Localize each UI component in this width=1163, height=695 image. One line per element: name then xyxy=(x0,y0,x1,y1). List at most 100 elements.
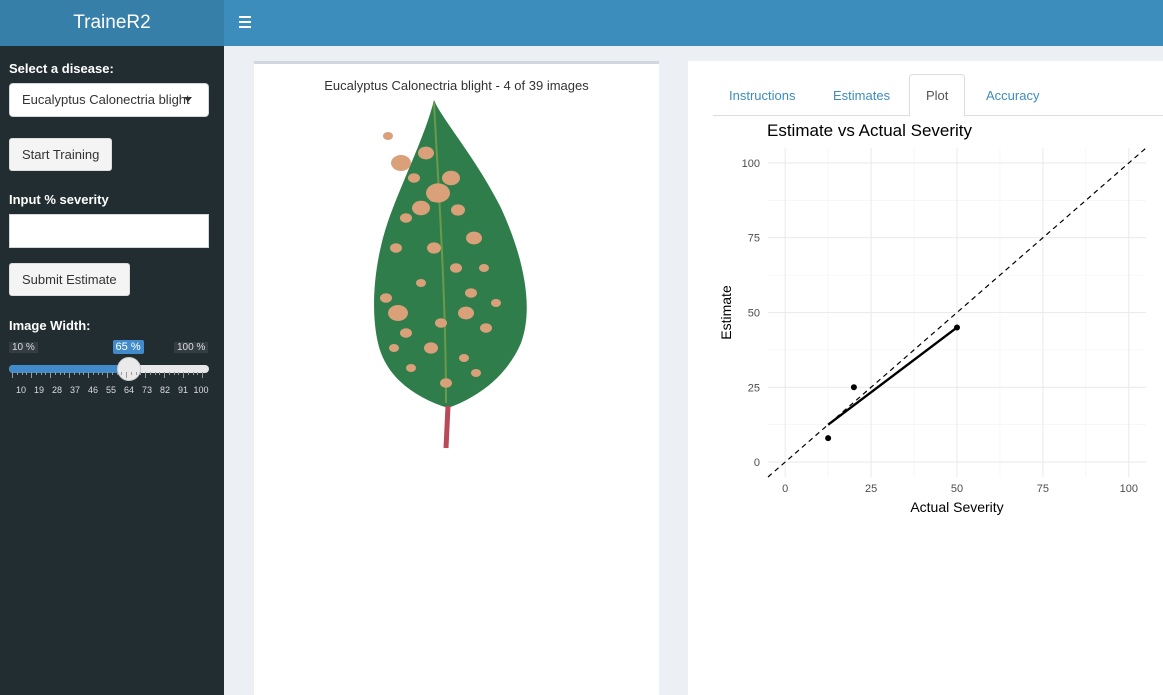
disease-select[interactable]: Eucalyptus Calonectria blight xyxy=(9,83,209,117)
slider-fill xyxy=(9,365,129,373)
slider-tick xyxy=(88,372,89,378)
slider-tick xyxy=(130,372,132,375)
tab-accuracy[interactable]: Accuracy xyxy=(986,87,1040,103)
start-training-button[interactable]: Start Training xyxy=(9,138,113,171)
slider-tick xyxy=(202,372,203,378)
slider-tick xyxy=(54,372,56,375)
slider-tick xyxy=(107,372,108,378)
lesion-spot xyxy=(440,378,452,388)
hamburger-icon[interactable] xyxy=(236,12,254,34)
slider-min-label: 10 % xyxy=(9,342,38,353)
image-title: Eucalyptus Calonectria blight - 4 of 39 … xyxy=(324,78,589,93)
lesion-spot xyxy=(451,204,465,216)
slider-tick xyxy=(31,372,32,378)
caret-down-icon xyxy=(184,97,192,102)
tab-plot[interactable]: Plot xyxy=(909,74,966,117)
x-axis-label: Actual Severity xyxy=(910,499,1003,515)
x-tick-label: 0 xyxy=(782,483,788,495)
slider-tick xyxy=(83,372,85,375)
slider-tick xyxy=(187,372,189,375)
data-point xyxy=(954,324,960,331)
lesion-spot xyxy=(480,323,492,333)
lesion-spot xyxy=(479,264,489,272)
slider-tick xyxy=(12,372,13,378)
fit-line xyxy=(827,326,958,426)
slider-tick-label: 64 xyxy=(123,385,135,395)
slider-tick xyxy=(164,372,165,378)
y-axis-label: Estimate xyxy=(718,285,734,340)
slider-tick xyxy=(50,372,51,378)
slider-tick-label: 10 xyxy=(15,385,27,395)
slider-tick-label: 100 xyxy=(193,385,209,395)
y-tick-label: 0 xyxy=(754,457,760,469)
image-width-label: Image Width: xyxy=(9,318,91,333)
lesion-spot xyxy=(442,170,460,186)
lesion-spot xyxy=(406,364,416,372)
lesion-spot xyxy=(389,344,399,352)
lesion-spot xyxy=(491,299,501,307)
tab-estimates[interactable]: Estimates xyxy=(833,87,891,103)
slider-tick xyxy=(21,372,23,375)
x-tick-label: 50 xyxy=(951,483,963,495)
slider-tick xyxy=(97,372,99,375)
slider-handle[interactable] xyxy=(116,357,141,381)
disease-select-value: Eucalyptus Calonectria blight xyxy=(22,92,190,107)
slider-tick xyxy=(168,372,170,375)
slider-ticks xyxy=(12,372,203,382)
y-tick-label: 100 xyxy=(742,158,760,170)
slider-tick xyxy=(64,372,66,375)
slider-tick xyxy=(116,372,118,375)
slider-tick xyxy=(135,372,137,375)
lesion-spot xyxy=(416,279,426,287)
slider-tick xyxy=(126,372,127,378)
lesion-spot xyxy=(380,293,392,303)
lesion-spot xyxy=(383,132,393,140)
chart-title: Estimate vs Actual Severity xyxy=(767,121,973,140)
slider-tick xyxy=(16,372,18,375)
lesion-spot xyxy=(427,242,441,254)
severity-label: Input % severity xyxy=(9,192,109,207)
lesion-spot xyxy=(391,155,411,171)
slider-max-label: 100 % xyxy=(174,342,209,353)
slider-tick-label: 37 xyxy=(69,385,81,395)
slider-tick-label: 91 xyxy=(177,385,189,395)
sidebar: Select a disease: Eucalyptus Calonectria… xyxy=(0,46,224,695)
slider-tick xyxy=(154,372,156,375)
slider-tick xyxy=(45,372,47,375)
slider-tick xyxy=(78,372,80,375)
lesion-spot xyxy=(400,328,412,338)
slider-tick xyxy=(159,372,161,375)
image-width-slider-track[interactable] xyxy=(9,365,209,373)
x-tick-label: 75 xyxy=(1037,483,1049,495)
slider-tick xyxy=(121,372,123,375)
y-tick-label: 50 xyxy=(748,308,760,320)
slider-tick-label: 28 xyxy=(51,385,63,395)
lesion-spot xyxy=(465,288,477,298)
tab-instructions[interactable]: Instructions xyxy=(729,87,796,103)
lesion-spot xyxy=(418,146,434,160)
lesion-spot xyxy=(435,318,447,328)
slider-tick xyxy=(73,372,75,375)
lesion-spot xyxy=(400,213,412,223)
lesion-spot xyxy=(471,369,481,377)
slider-tick-label: 73 xyxy=(141,385,153,395)
leaf-stem xyxy=(443,405,451,449)
x-tick-label: 25 xyxy=(865,483,877,495)
slider-tick xyxy=(192,372,194,375)
slider-tick xyxy=(140,372,142,375)
slider-tick-label: 19 xyxy=(33,385,45,395)
disease-label: Select a disease: xyxy=(9,61,114,76)
top-navbar xyxy=(224,0,1163,46)
data-point xyxy=(850,384,857,391)
slider-tick-label: 82 xyxy=(159,385,171,395)
slider-tick xyxy=(69,372,70,378)
slider-tick xyxy=(40,372,42,375)
lesion-spot xyxy=(390,243,402,253)
severity-input[interactable] xyxy=(9,214,209,248)
lesion-spot xyxy=(408,173,420,183)
lesion-spot xyxy=(450,263,462,273)
slider-tick xyxy=(59,372,61,375)
lesion-spot xyxy=(466,231,482,245)
leaf-blade xyxy=(374,100,527,408)
submit-estimate-button[interactable]: Submit Estimate xyxy=(9,263,130,296)
